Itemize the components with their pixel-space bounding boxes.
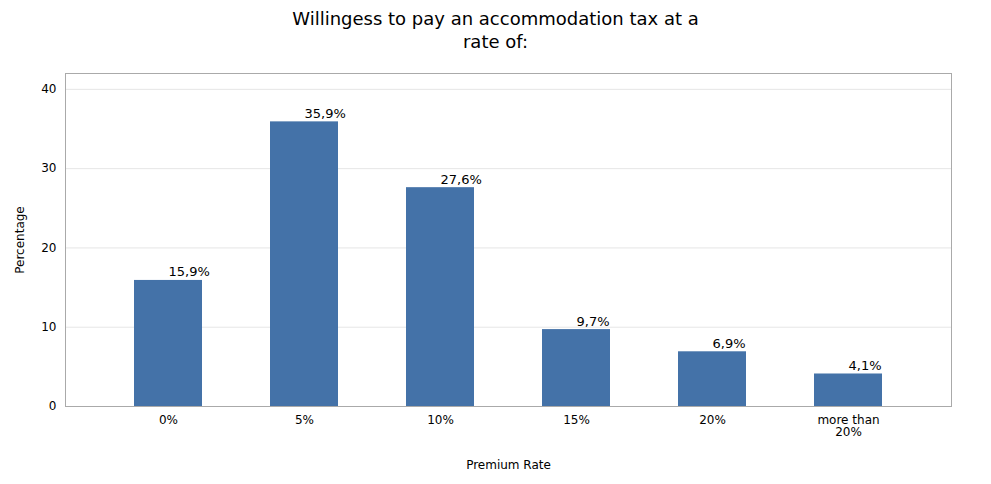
svg-text:Percentage: Percentage (13, 206, 27, 274)
svg-text:30: 30 (41, 161, 56, 175)
svg-text:10%: 10% (427, 413, 454, 427)
svg-text:35,9%: 35,9% (305, 106, 346, 121)
svg-text:20%: 20% (699, 413, 726, 427)
svg-text:6,9%: 6,9% (713, 336, 746, 351)
svg-text:9,7%: 9,7% (577, 314, 610, 329)
svg-text:5%: 5% (295, 413, 314, 427)
svg-text:40: 40 (41, 82, 56, 96)
svg-text:0%: 0% (159, 413, 178, 427)
svg-text:15,9%: 15,9% (169, 264, 210, 279)
svg-text:10: 10 (41, 320, 56, 334)
html-text:Willingess to pay an accommoda: Willingess to pay an accommodation tax a… (292, 8, 699, 52)
svg-text:15%: 15% (563, 413, 590, 427)
svg-text:more than20%: more than20% (817, 413, 879, 439)
svg-text:4,1%: 4,1% (849, 358, 882, 373)
svg-text:Premium Rate: Premium Rate (466, 458, 551, 472)
svg-text:27,6%: 27,6% (441, 172, 482, 187)
svg-text:0: 0 (49, 399, 57, 413)
svg-text:20: 20 (41, 241, 56, 255)
